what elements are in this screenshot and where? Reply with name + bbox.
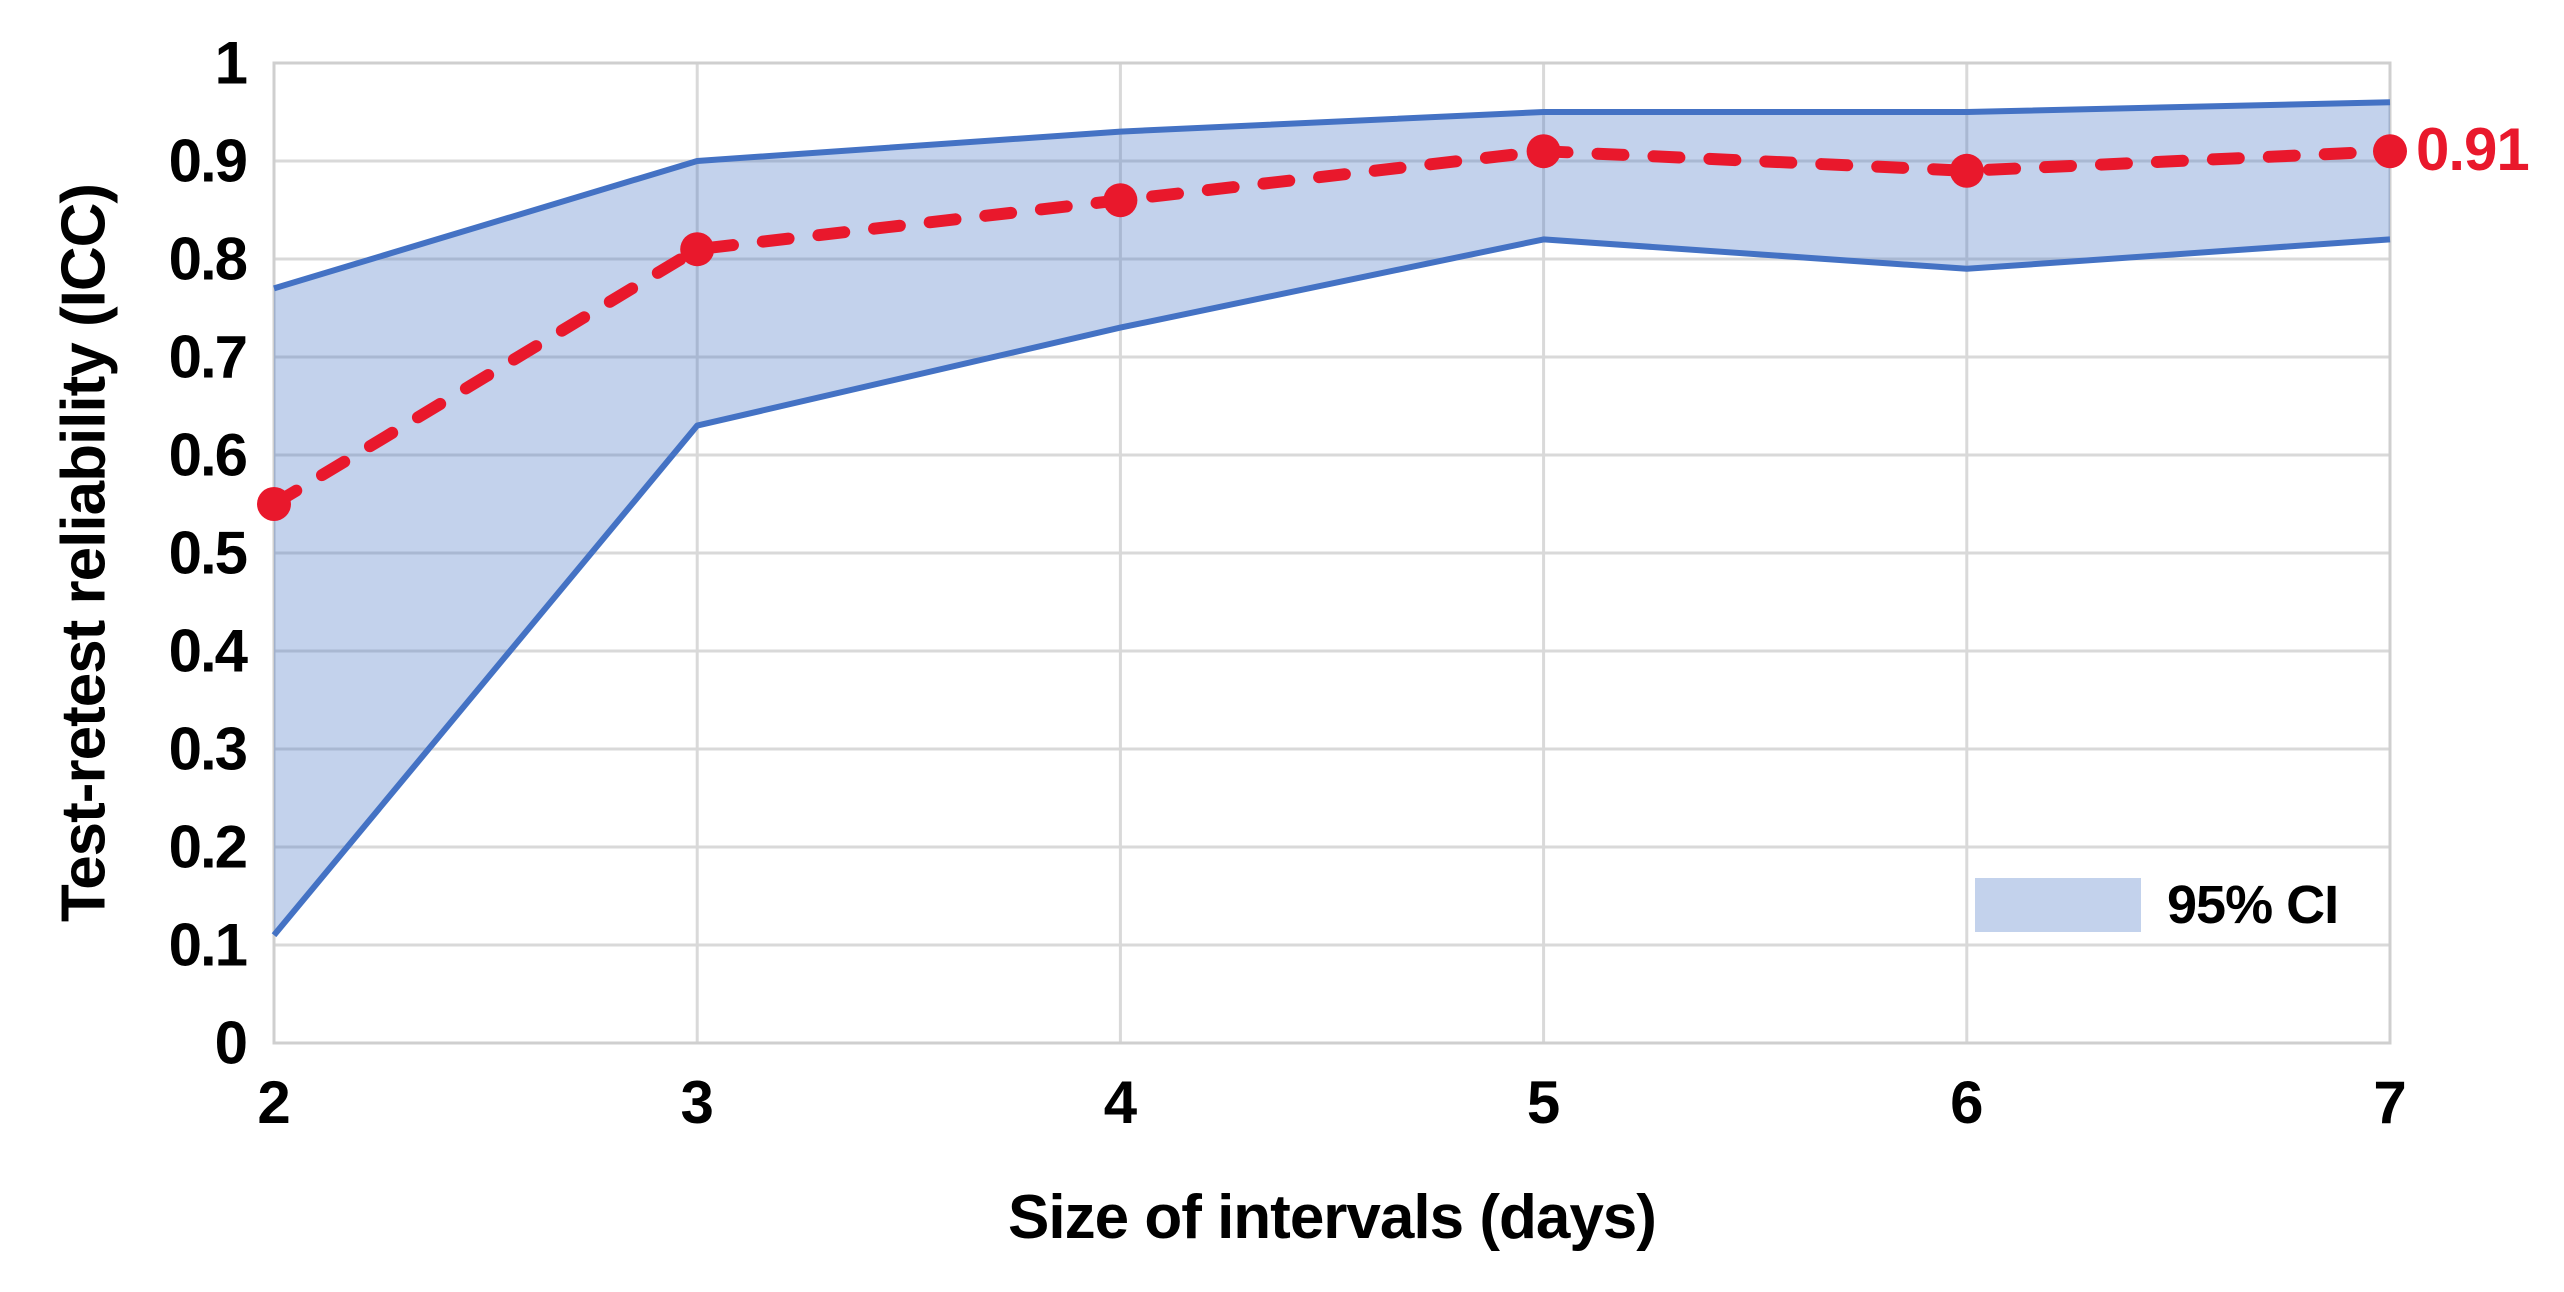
icc-data-point	[680, 232, 715, 267]
y-tick-label: 0.7	[169, 324, 246, 391]
y-tick-label: 0	[215, 1010, 246, 1077]
gridlines	[272, 61, 2392, 1045]
y-tick-label: 0.3	[169, 716, 247, 783]
legend-ci-swatch	[1975, 878, 2141, 932]
x-tick-label: 6	[1950, 1069, 1983, 1136]
icc-data-point	[2373, 134, 2407, 169]
x-tick-label: 4	[1104, 1069, 1138, 1136]
y-tick-label: 0.1	[169, 912, 247, 979]
plot-border	[272, 61, 2392, 1045]
y-tick-label: 0.6	[169, 422, 247, 489]
axis-tick-labels: 0 0.1 0.2 0.3 0.4 0.5 0.6 0.7 0.8 0.9 1 2 3 4 5 6 7	[169, 30, 2407, 1137]
y-tick-label: 0.5	[169, 520, 247, 587]
y-tick-label: 0.2	[169, 814, 246, 881]
x-tick-label: 3	[681, 1069, 714, 1136]
legend-ci-label: 95% CI	[2167, 875, 2339, 935]
x-axis-title: Size of intervals (days)	[1008, 1183, 1657, 1252]
y-tick-label: 0.4	[169, 618, 249, 685]
y-tick-label: 1	[215, 30, 247, 97]
x-tick-label: 7	[2373, 1069, 2406, 1136]
x-tick-label: 2	[257, 1069, 290, 1136]
icc-data-point	[1949, 153, 1984, 188]
ci-lower-edge	[271, 236, 2391, 938]
icc-dashed-line	[268, 145, 2396, 510]
last-point-data-label: 0.91	[2416, 116, 2530, 184]
icc-data-point	[257, 487, 291, 521]
icc-data-point	[1526, 134, 1561, 169]
ci-band-fill	[274, 102, 2390, 936]
x-tick-label: 5	[1527, 1069, 1560, 1136]
legend: 95% CI	[1975, 874, 2339, 936]
icc-data-point	[1103, 183, 1138, 218]
y-tick-label: 0.9	[169, 128, 247, 195]
ci-band	[271, 99, 2391, 938]
ci-upper-edge	[273, 99, 2391, 292]
y-axis-title: Test-retest reliability (ICC)	[49, 183, 119, 923]
icc-series	[257, 134, 2407, 521]
y-tick-label: 0.8	[169, 226, 247, 293]
